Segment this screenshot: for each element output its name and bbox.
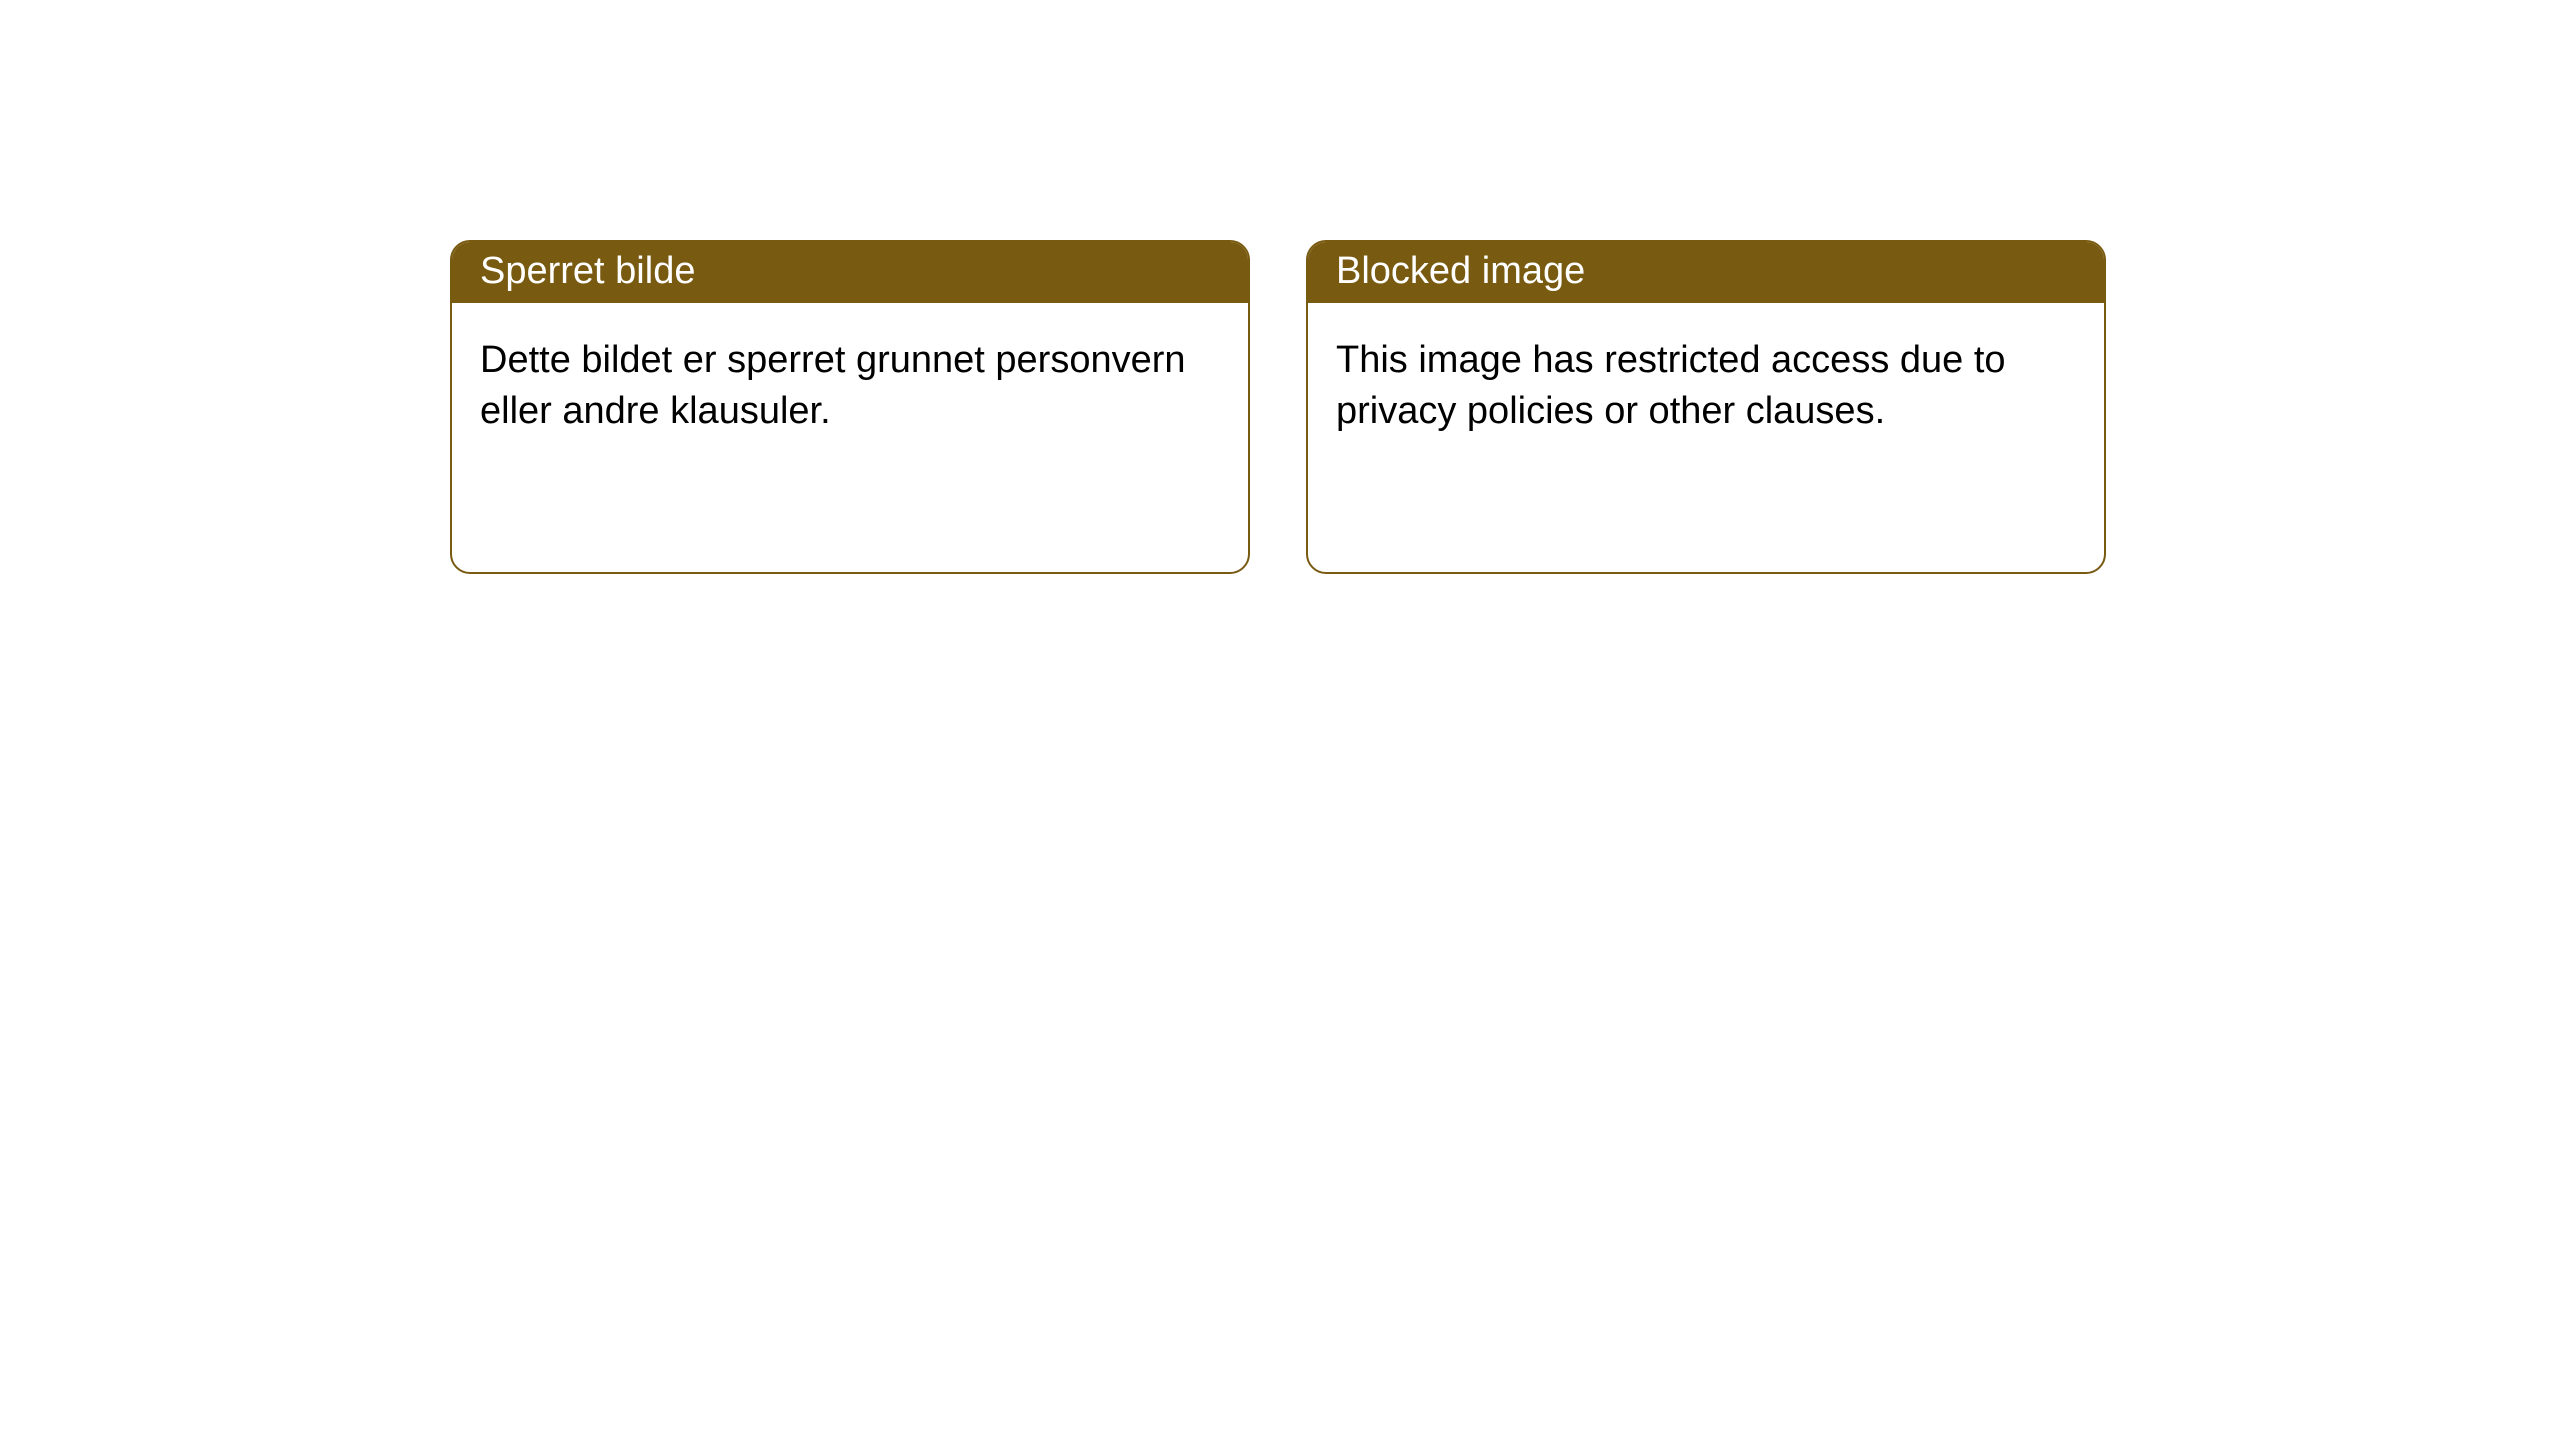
notice-body-english: This image has restricted access due to … bbox=[1308, 303, 2104, 470]
notice-card-norwegian: Sperret bilde Dette bildet er sperret gr… bbox=[450, 240, 1250, 574]
notice-card-english: Blocked image This image has restricted … bbox=[1306, 240, 2106, 574]
notice-container: Sperret bilde Dette bildet er sperret gr… bbox=[450, 240, 2106, 574]
notice-body-norwegian: Dette bildet er sperret grunnet personve… bbox=[452, 303, 1248, 470]
notice-header-english: Blocked image bbox=[1308, 242, 2104, 303]
notice-header-norwegian: Sperret bilde bbox=[452, 242, 1248, 303]
